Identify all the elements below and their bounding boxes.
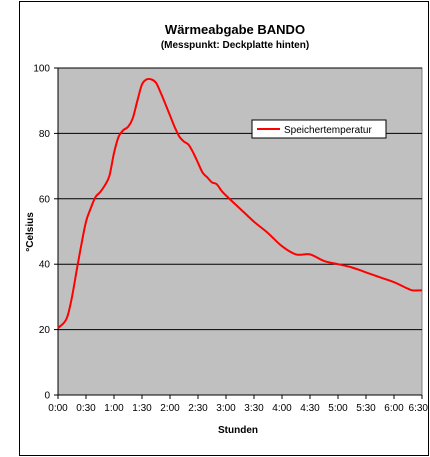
chart-title: Wärmeabgabe BANDO (165, 22, 305, 37)
x-tick-label: 5:30 (356, 403, 376, 414)
x-tick-label: 2:00 (160, 403, 180, 414)
gridlines (58, 67, 422, 331)
x-axis-ticks: 0:00 0:30 1:00 1:30 2:00 2:30 3:00 3:30 4:00 4:30… (48, 395, 428, 414)
y-tick-label: 60 (39, 194, 51, 205)
series-line-speichertemperatur (57, 77, 423, 329)
y-tick-label: 40 (39, 260, 51, 271)
y-axis-ticks: 0 20 40 60 80 100 (33, 64, 58, 402)
x-tick-label: 0:30 (76, 403, 96, 414)
x-tick-label: 3:00 (216, 403, 236, 414)
x-tick-label: 0:00 (48, 403, 68, 414)
x-tick-label: 1:00 (104, 403, 124, 414)
y-tick-label: 100 (33, 64, 50, 75)
chart-subtitle: (Messpunkt: Deckplatte hinten) (161, 40, 309, 51)
y-axis-label: °Celsius (25, 212, 36, 252)
x-tick-label: 4:00 (272, 403, 292, 414)
x-tick-label: 2:30 (188, 403, 208, 414)
x-tick-label: 6:30 (409, 403, 429, 414)
legend-box (251, 119, 387, 139)
y-tick-label: 80 (39, 129, 51, 140)
plot-area (57, 67, 423, 396)
legend-label: Speichertemperatur (284, 125, 372, 136)
x-tick-label: 6:00 (384, 403, 404, 414)
x-tick-label: 3:30 (244, 403, 264, 414)
y-tick-label: 20 (39, 325, 51, 336)
x-axis-label: Stunden (218, 425, 258, 436)
legend: Speichertemperatur (251, 119, 387, 139)
x-tick-label: 5:00 (328, 403, 348, 414)
x-tick-label: 1:30 (132, 403, 152, 414)
y-tick-label: 0 (44, 391, 50, 402)
x-tick-label: 4:30 (300, 403, 320, 414)
